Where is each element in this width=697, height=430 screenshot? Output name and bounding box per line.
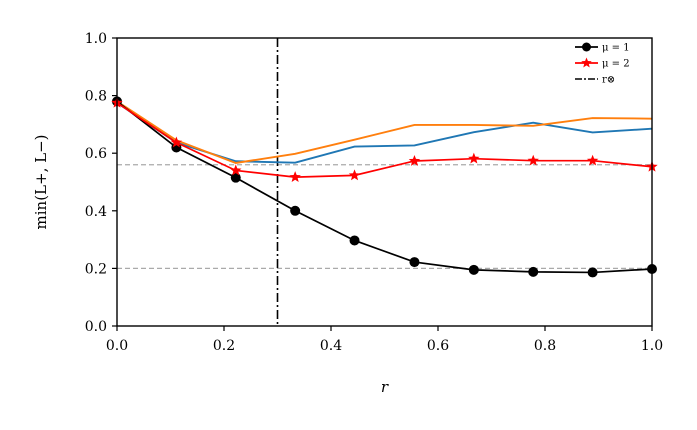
x-tick-label: 0.0 [106,338,128,354]
series-1-point [349,235,360,246]
series-2-point [586,154,599,166]
series-2-point [289,171,301,182]
series-1-point [587,267,598,278]
y-tick-label: 0.8 [85,89,107,105]
x-tick-label: 0.8 [534,338,556,354]
axis-ticks: 0.0 0.2 0.4 0.6 0.8 1.0 0.0 0.2 0.4 0.6 0.8 1.0 [85,31,663,354]
x-tick-label: 0.2 [213,338,235,354]
y-tick-label: 1.0 [85,31,107,47]
series-4 [116,100,653,164]
x-tick-label: 0.6 [427,338,449,354]
y-tick-label: 0.4 [85,204,107,220]
series-layer [111,96,658,278]
x-tick-label: 0.4 [320,338,342,354]
series-1-point [468,264,479,275]
series-1-point [528,266,539,277]
series-2-point [348,169,361,181]
y-axis-label: min(L+, L−) [32,135,50,230]
legend-entry-3: r⊗ [575,75,615,86]
axes-frame [116,37,653,327]
series-1-point [290,205,301,216]
y-tick-label: 0.0 [85,319,107,335]
x-axis-label: r [381,378,389,396]
series-4-line [116,100,653,164]
series-2-point [468,152,480,164]
reference-lines [117,38,652,326]
legend-marker [581,57,592,68]
legend-label: μ = 1 [602,43,630,54]
series-1 [112,96,657,278]
series-1-point [230,172,241,183]
legend-marker [582,42,591,52]
series-2-point [408,154,421,166]
series-2 [111,96,658,182]
series-2-point [527,154,539,166]
y-tick-label: 0.6 [85,146,107,162]
legend-label: r⊗ [602,75,615,86]
legend-label: μ = 2 [602,59,630,70]
series-2-line [116,102,653,178]
y-tick-label: 0.2 [85,261,107,277]
series-2-point [230,164,242,176]
legend: μ = 1 μ = 2 r⊗ [575,42,630,86]
legend-entry-2: μ = 2 [575,57,630,70]
series-1-point [409,257,420,268]
series-1-line [116,100,653,274]
series-2-point [170,136,183,148]
legend-entry-1: μ = 1 [575,42,630,54]
x-tick-label: 1.0 [641,338,663,354]
